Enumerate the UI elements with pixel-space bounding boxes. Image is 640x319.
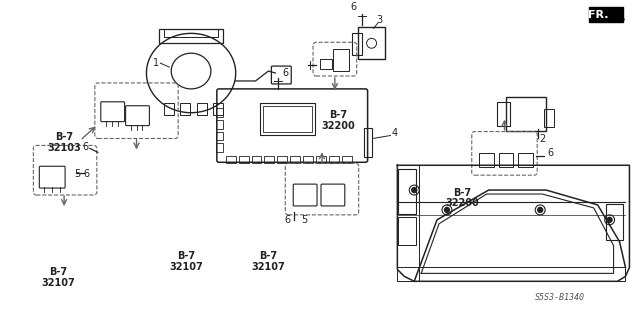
Text: B-7
32107: B-7 32107 [169,251,203,272]
Bar [364,128,372,157]
Bar [277,156,287,163]
Text: 2: 2 [539,134,545,145]
Bar [213,103,223,115]
Circle shape [444,207,449,212]
Bar [329,156,339,163]
Circle shape [412,188,417,193]
Bar [397,267,625,281]
Text: S5S3-B1340: S5S3-B1340 [535,293,585,302]
FancyBboxPatch shape [589,7,623,22]
Bar [518,153,533,167]
Text: 5: 5 [74,169,80,179]
Bar [303,156,313,163]
Bar [197,103,207,115]
Bar [398,217,416,245]
Bar [342,156,352,163]
Circle shape [538,207,543,212]
Bar [352,33,362,55]
Text: 6: 6 [284,215,291,225]
Bar [479,153,493,167]
Text: 6: 6 [351,2,356,11]
Bar [544,109,554,127]
Bar [216,108,223,117]
Bar [252,156,262,163]
Text: B-7
32200: B-7 32200 [321,110,355,131]
Text: B-7
32107: B-7 32107 [252,251,285,272]
Bar [499,153,513,167]
Text: B-7
32200: B-7 32200 [445,188,479,208]
Bar [358,27,385,59]
Bar [264,156,275,163]
Circle shape [607,217,612,222]
Bar [316,156,326,163]
Bar [216,131,223,140]
Bar [216,144,223,152]
Bar [239,156,248,163]
Bar [605,204,623,240]
Text: 6: 6 [84,169,90,179]
Bar [216,120,223,129]
Bar [506,97,546,130]
Text: 5: 5 [301,215,307,225]
Bar [180,103,190,115]
Bar [226,156,236,163]
Text: 3: 3 [376,15,383,26]
Bar [497,102,511,126]
Bar [159,29,223,43]
Bar [260,103,315,135]
Bar [398,169,416,214]
Bar [164,29,218,37]
Text: 1: 1 [154,58,159,68]
Bar [320,59,332,69]
Bar [164,103,174,115]
Bar [291,156,300,163]
Bar [333,49,349,71]
Bar [264,106,312,131]
Text: B-7
32107: B-7 32107 [42,267,75,288]
Text: 4: 4 [391,128,397,137]
Text: B-7
32103: B-7 32103 [47,132,81,153]
Text: 6: 6 [282,68,289,78]
Text: FR.: FR. [588,10,609,19]
Text: 6: 6 [83,142,89,152]
Text: 6: 6 [547,148,553,158]
